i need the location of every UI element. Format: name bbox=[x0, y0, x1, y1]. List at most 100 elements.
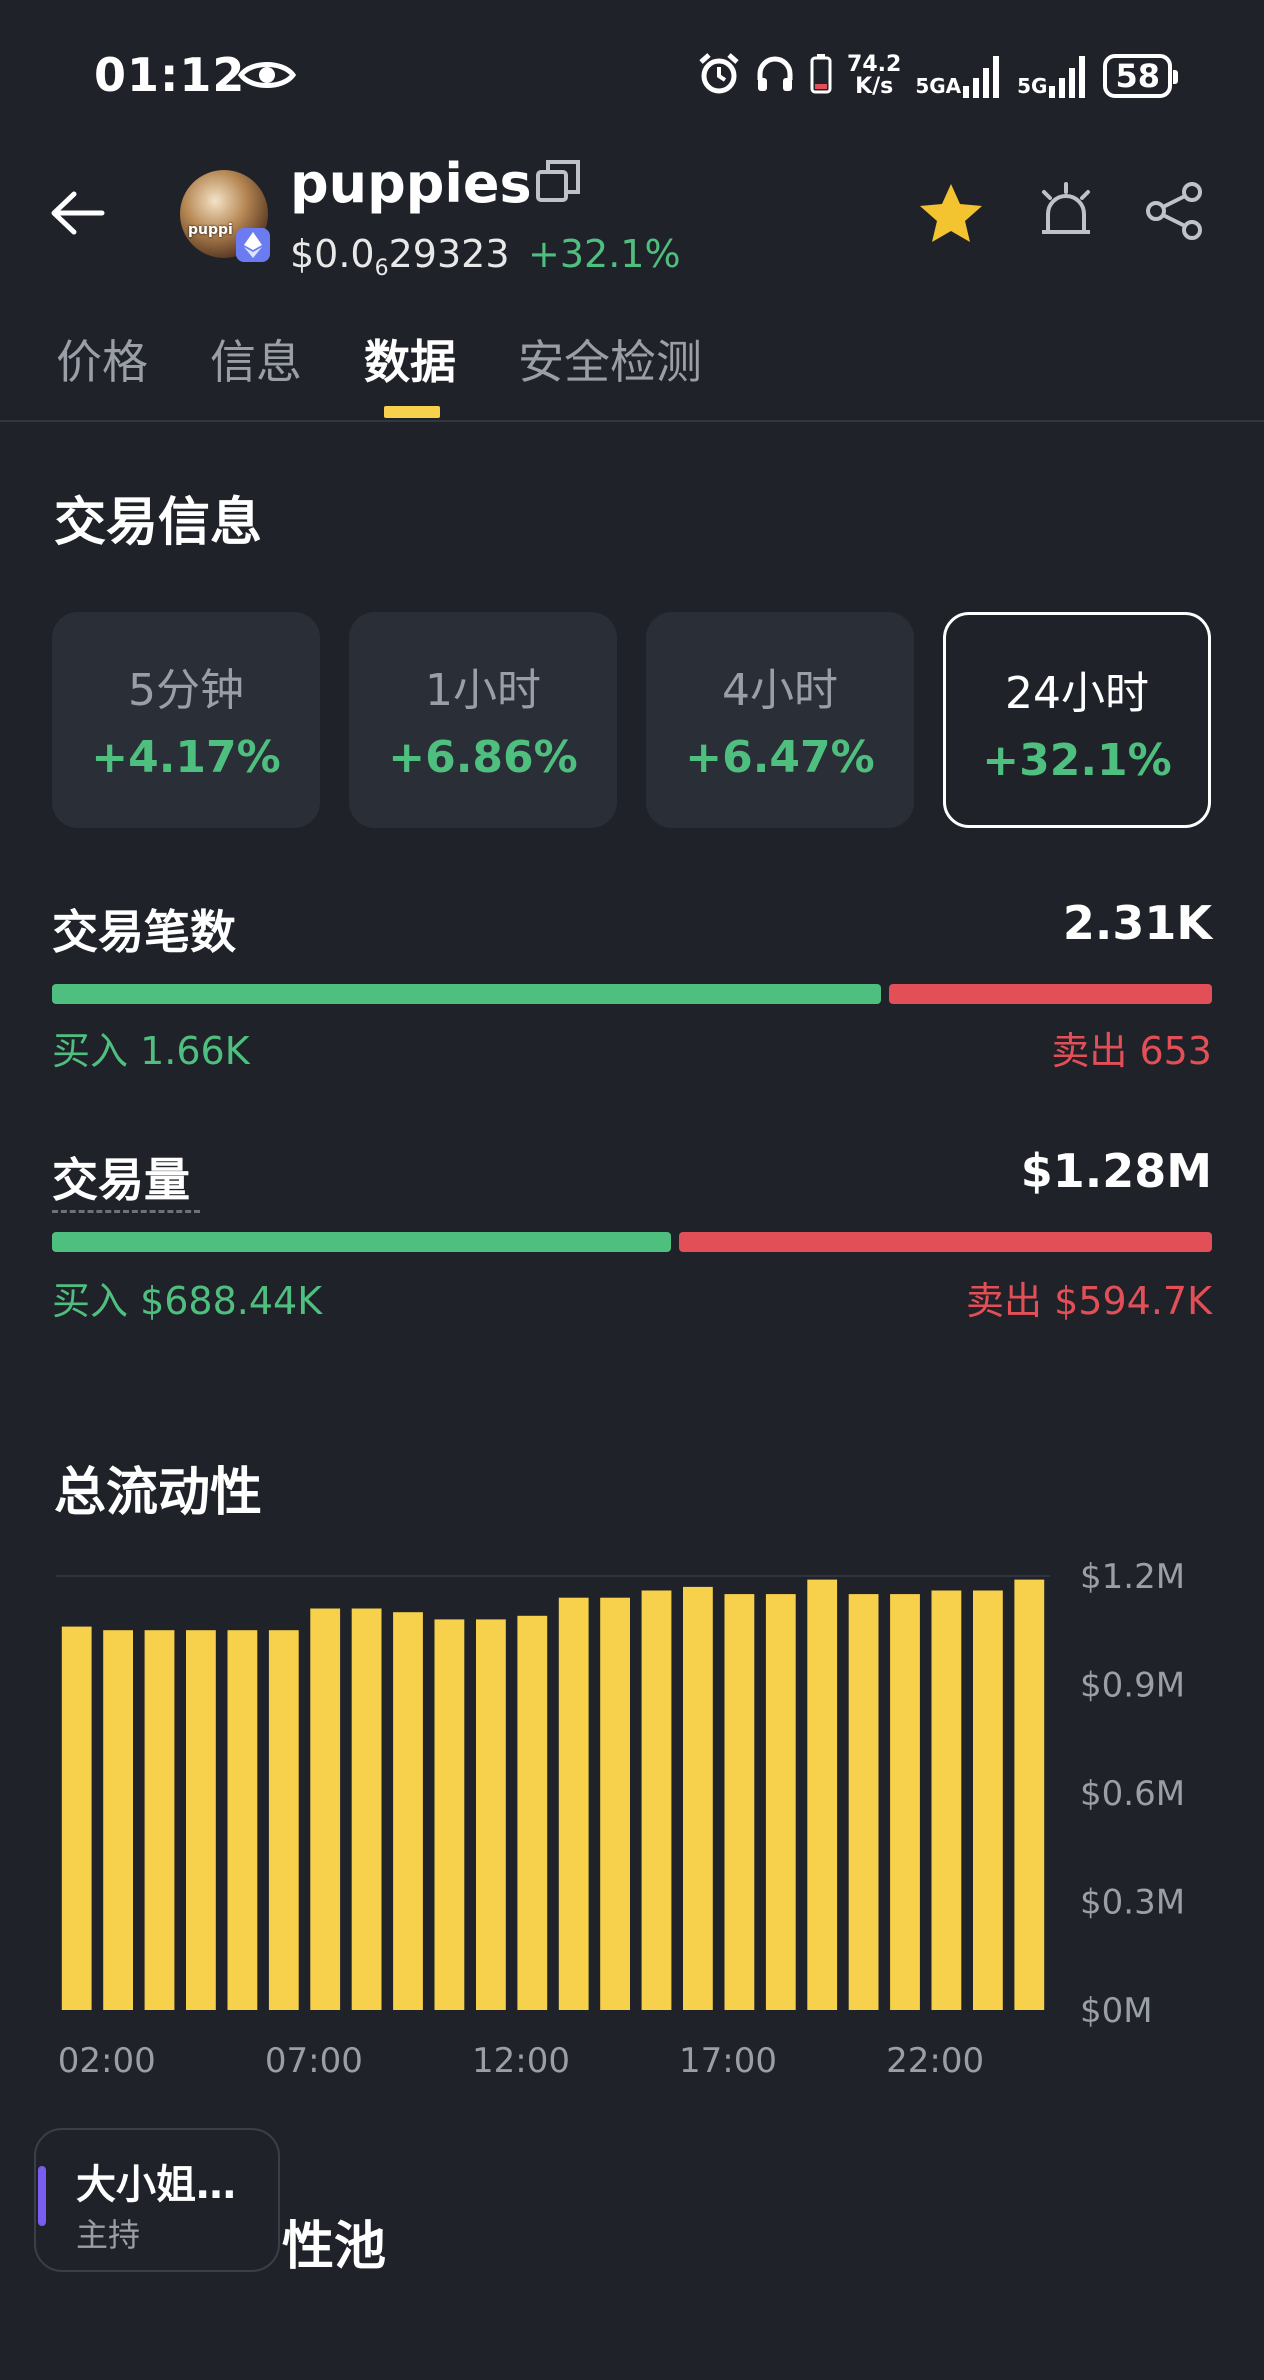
liquidity-bar[interactable] bbox=[103, 1630, 133, 2010]
token-avatar-text: puppi bbox=[188, 222, 233, 238]
liquidity-bar[interactable] bbox=[931, 1590, 962, 2011]
liquidity-bar[interactable] bbox=[144, 1630, 175, 2010]
period-label: 1小时 bbox=[425, 665, 541, 716]
tab-price[interactable]: 价格 bbox=[56, 335, 148, 389]
liquidity-bar[interactable] bbox=[310, 1608, 341, 2011]
token-price-change: +32.1% bbox=[528, 232, 681, 276]
liquidity-bar[interactable] bbox=[558, 1597, 589, 2010]
favorite-star-icon[interactable] bbox=[918, 182, 984, 248]
liquidity-bar[interactable] bbox=[641, 1590, 672, 2011]
volume-sell-amount: 卖出 $594.7K bbox=[966, 1279, 1212, 1323]
network-speed-value: 74.2 bbox=[847, 52, 902, 77]
liquidity-bar[interactable] bbox=[724, 1594, 755, 2010]
volume-label-underline bbox=[52, 1210, 200, 1213]
liquidity-bar[interactable] bbox=[1014, 1579, 1045, 2010]
status-time: 01:12 bbox=[94, 48, 246, 102]
token-price: $0.0629323 bbox=[290, 232, 510, 281]
liquidity-bar[interactable] bbox=[227, 1630, 258, 2010]
period-change: +4.17% bbox=[91, 732, 281, 783]
eye-icon bbox=[237, 58, 297, 96]
liquidity-bar[interactable] bbox=[186, 1630, 216, 2010]
signal-5g-icon: 5G bbox=[1017, 54, 1089, 98]
back-arrow-icon[interactable] bbox=[48, 188, 106, 242]
x-tick-label: 12:00 bbox=[472, 2041, 570, 2080]
signal-5ga-icon: 5GA bbox=[915, 54, 1003, 98]
tab-info[interactable]: 信息 bbox=[210, 335, 302, 389]
x-tick-label: 02:00 bbox=[58, 2041, 156, 2080]
period-label: 5分钟 bbox=[128, 665, 244, 716]
liquidity-bar[interactable] bbox=[848, 1594, 879, 2010]
volume-total: $1.28M bbox=[1020, 1144, 1212, 1198]
share-icon[interactable] bbox=[1144, 180, 1206, 246]
headphones-icon bbox=[755, 54, 795, 98]
tx-sell-bar bbox=[889, 984, 1212, 1004]
y-tick-label: $0.6M bbox=[1080, 1774, 1185, 1814]
tx-count-label: 交易笔数 bbox=[52, 905, 236, 959]
price-prefix: $0.0 bbox=[290, 232, 375, 276]
volume-buy-bar bbox=[52, 1232, 671, 1252]
liquidity-bar[interactable] bbox=[517, 1615, 548, 2010]
period-card-1h[interactable]: 1小时 +6.86% bbox=[349, 612, 617, 828]
price-digits: 29323 bbox=[388, 232, 510, 276]
liquidity-bar[interactable] bbox=[476, 1619, 506, 2010]
host-role: 主持 bbox=[76, 2216, 141, 2254]
x-tick-label: 07:00 bbox=[265, 2041, 363, 2080]
liquidity-bar[interactable] bbox=[973, 1590, 1003, 2011]
period-label: 4小时 bbox=[722, 665, 838, 716]
liquidity-bar[interactable] bbox=[890, 1594, 920, 2010]
period-card-24h[interactable]: 24小时 +32.1% bbox=[943, 612, 1211, 828]
liquidity-pool-title: 性池 bbox=[282, 2217, 387, 2277]
y-tick-label: $1.2M bbox=[1080, 1557, 1185, 1597]
liquidity-bar[interactable] bbox=[61, 1626, 92, 2010]
network-speed: 74.2 K/s bbox=[847, 54, 901, 98]
liquidity-bar[interactable] bbox=[434, 1619, 465, 2010]
price-alert-icon[interactable] bbox=[1036, 180, 1096, 244]
liquidity-bar[interactable] bbox=[268, 1630, 299, 2010]
tx-count-ratio-bar bbox=[52, 984, 1212, 1004]
liquidity-bar[interactable] bbox=[393, 1612, 423, 2010]
liquidity-bar[interactable] bbox=[807, 1579, 838, 2010]
host-name: 大小姐… bbox=[76, 2162, 236, 2208]
tab-security-check[interactable]: 安全检测 bbox=[518, 335, 702, 389]
period-change: +6.47% bbox=[685, 732, 875, 783]
signal-5g-label: 5G bbox=[1017, 74, 1048, 98]
tx-sell-count: 卖出 653 bbox=[1051, 1029, 1212, 1073]
period-change: +32.1% bbox=[982, 735, 1172, 786]
period-card-4h[interactable]: 4小时 +6.47% bbox=[646, 612, 914, 828]
liquidity-bar[interactable] bbox=[683, 1586, 713, 2010]
alarm-icon bbox=[697, 52, 741, 100]
period-card-5m[interactable]: 5分钟 +4.17% bbox=[52, 612, 320, 828]
host-accent-bar bbox=[38, 2166, 46, 2226]
x-tick-label: 22:00 bbox=[886, 2041, 984, 2080]
period-change: +6.86% bbox=[388, 732, 578, 783]
liquidity-bar[interactable] bbox=[351, 1608, 382, 2011]
volume-label[interactable]: 交易量 bbox=[52, 1153, 190, 1207]
liquidity-title: 总流动性 bbox=[54, 1463, 263, 1523]
volume-sell-bar bbox=[679, 1232, 1212, 1252]
period-label: 24小时 bbox=[1005, 668, 1149, 719]
volume-buy-amount: 买入 $688.44K bbox=[52, 1279, 323, 1323]
price-zero-count: 6 bbox=[374, 256, 389, 281]
copy-icon[interactable] bbox=[534, 158, 582, 210]
liquidity-bar[interactable] bbox=[765, 1594, 796, 2010]
tx-buy-count: 买入 1.66K bbox=[52, 1029, 250, 1073]
battery-indicator: 58 bbox=[1103, 54, 1178, 98]
phone-battery-icon bbox=[809, 52, 833, 100]
tab-divider bbox=[0, 420, 1264, 422]
y-tick-label: $0M bbox=[1080, 1991, 1153, 2031]
signal-5ga-label: 5GA bbox=[915, 74, 962, 98]
network-speed-unit: K/s bbox=[855, 74, 894, 99]
status-icons: 74.2 K/s 5GA 5G 58 bbox=[697, 52, 1178, 100]
ethereum-chain-icon bbox=[236, 228, 270, 262]
liquidity-bar[interactable] bbox=[600, 1597, 630, 2010]
liquidity-chart: $1.2M $0.9M $0.6M $0.3M $0M 02:00 07:00 12:00 1… bbox=[56, 1557, 1185, 2080]
token-name: puppies bbox=[290, 152, 532, 215]
x-tick-label: 17:00 bbox=[679, 2041, 777, 2080]
y-tick-label: $0.9M bbox=[1080, 1666, 1185, 1706]
tab-data[interactable]: 数据 bbox=[364, 335, 456, 389]
tx-buy-bar bbox=[52, 984, 881, 1004]
tx-count-total: 2.31K bbox=[1062, 896, 1212, 950]
active-tab-indicator bbox=[384, 406, 440, 418]
trade-info-title: 交易信息 bbox=[54, 493, 263, 553]
host-floating-card[interactable]: 大小姐… 主持 bbox=[34, 2128, 280, 2272]
